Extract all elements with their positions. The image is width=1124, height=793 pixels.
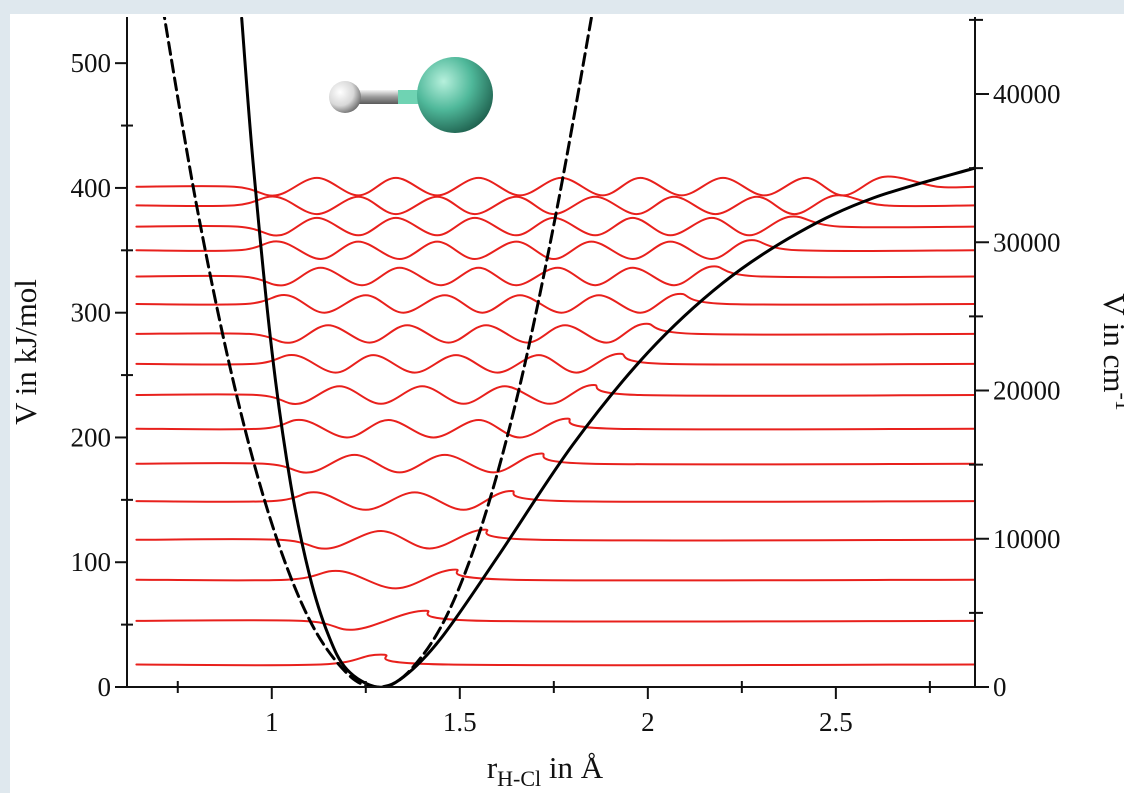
figure-background [10, 14, 1124, 793]
wavefunction-line [135, 489, 975, 511]
y-tick-label: 500 [71, 48, 112, 78]
wavefunction-line [135, 417, 975, 439]
wavefunction-line [135, 322, 975, 344]
x-tick-label: 1 [265, 707, 279, 737]
wavefunction-line [135, 194, 975, 216]
wavefunction-line [135, 568, 975, 590]
x-label-rest: in Å [541, 750, 604, 785]
y2-tick-label: 0 [993, 672, 1007, 702]
x-label-main: r [487, 750, 498, 785]
y-tick-label: 400 [71, 173, 112, 203]
x-tick-label: 2 [641, 707, 655, 737]
wavefunction-line [135, 352, 975, 374]
hydrogen-atom [329, 81, 361, 113]
y2-tick-label: 30000 [993, 227, 1061, 257]
x-label-sub: H-Cl [497, 766, 541, 791]
y2-axis-label: V in cm-1 [1097, 293, 1124, 411]
wavefunction-line [135, 239, 975, 261]
wavefunction-line [135, 528, 975, 550]
y2-tick-label: 20000 [993, 376, 1061, 406]
y-tick-label: 100 [71, 547, 112, 577]
molecule-icon [329, 57, 493, 133]
wavefunction-line [135, 653, 975, 667]
potential-curve [240, 17, 975, 688]
curves [135, 17, 975, 688]
wavefunction-line [135, 215, 975, 237]
y-axis-label: V in kJ/mol [8, 279, 43, 425]
y-tick-label: 300 [71, 298, 112, 328]
wavefunction-line [135, 265, 975, 287]
y2-tick-label: 40000 [993, 79, 1061, 109]
y2-label-sup: -1 [1111, 392, 1124, 410]
x-axis-label: rH-Cl in Å [487, 750, 604, 791]
x-tick-label: 1.5 [443, 707, 477, 737]
wavefunction-line [135, 609, 975, 631]
chlorine-atom [417, 57, 493, 133]
x-tick-label: 2.5 [819, 707, 853, 737]
wavefunction-line [135, 383, 975, 405]
y2-tick-label: 10000 [993, 524, 1061, 554]
y2-label-main: V in cm [1097, 293, 1124, 392]
wavefunction-line [135, 292, 975, 314]
y-tick-label: 0 [98, 672, 112, 702]
y-tick-label: 200 [71, 422, 112, 452]
wavefunction-line [135, 175, 975, 197]
